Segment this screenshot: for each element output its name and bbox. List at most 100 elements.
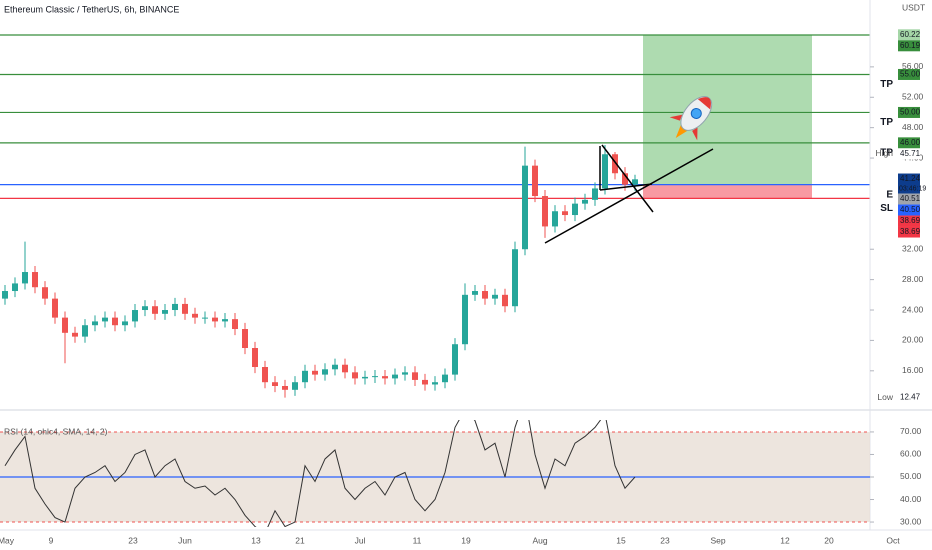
x-tick-label: 12 (780, 535, 790, 545)
rocket-icon (669, 96, 713, 141)
candle-body (622, 173, 628, 185)
price-label-box (898, 226, 920, 238)
candle-body (222, 319, 228, 322)
y-tick-label: 32.00 (902, 243, 924, 253)
x-tick-label: 15 (616, 535, 626, 545)
candle-body (332, 364, 338, 370)
candle-body (482, 291, 488, 299)
candle-body (152, 306, 158, 314)
candle-body (362, 376, 368, 379)
y-tick-label: 20.00 (902, 335, 924, 345)
y-tick-label: 16.00 (902, 365, 924, 375)
candle-body (262, 367, 268, 383)
x-tick-label: Sep (710, 535, 725, 545)
candle-body (72, 332, 78, 337)
rsi-tick-label: 50.00 (900, 471, 922, 481)
x-tick-label: May (0, 535, 15, 545)
candle-body (562, 211, 568, 216)
candle-body (602, 154, 608, 189)
x-tick-label: 23 (660, 535, 670, 545)
candle-body (52, 298, 58, 318)
price-label-prefix: Low (877, 392, 893, 402)
x-tick-label: 21 (295, 535, 305, 545)
price-label-box (898, 137, 920, 149)
x-tick-label: Oct (886, 535, 900, 545)
candle-body (492, 294, 498, 299)
price-label-box (898, 148, 920, 160)
candle-body (242, 329, 248, 349)
price-label-box (898, 392, 920, 404)
candle-body (302, 370, 308, 383)
candle-body (342, 364, 348, 373)
x-tick-label: 23 (128, 535, 138, 545)
candle-body (252, 348, 258, 368)
candle-body (2, 291, 8, 299)
x-tick-label: Jul (355, 535, 366, 545)
candle-body (352, 372, 358, 379)
level-tag: SL (880, 203, 893, 214)
candle-body (572, 203, 578, 216)
price-label-box (898, 40, 920, 52)
candle-body (372, 376, 378, 378)
price-label: 55.00 (900, 70, 921, 79)
price-label-box (898, 68, 920, 80)
candle-body (132, 310, 138, 322)
level-tag: TP (880, 147, 893, 158)
rsi-line (4, 420, 636, 527)
price-label: 40.50 (900, 205, 921, 214)
rsi-tick-label: 70.00 (900, 426, 922, 436)
candle-body (172, 303, 178, 311)
candle-body (32, 272, 38, 288)
price-label-box (898, 193, 920, 205)
x-tick-label: 11 (413, 535, 422, 545)
price-label-box (898, 204, 920, 216)
x-tick-label: 9 (49, 535, 54, 545)
candle-body (292, 382, 298, 390)
candle-body (472, 291, 478, 295)
price-label-box (898, 215, 920, 227)
candles (2, 145, 638, 398)
rsi-tick-label: 60.00 (900, 449, 922, 459)
level-tag: TP (880, 79, 893, 90)
candle-body (522, 165, 528, 250)
axes: 16.0020.0024.0028.0032.0044.0048.0052.00… (0, 29, 926, 545)
price-label: 46.00 (900, 138, 921, 147)
price-label: 50.00 (900, 108, 921, 117)
y-tick-label: 28.00 (902, 274, 924, 284)
candle-body (202, 317, 208, 319)
price-label: 40.51 (900, 194, 921, 203)
price-label: 12.47 (900, 393, 921, 402)
y-tick-label: 56.00 (902, 61, 924, 71)
levels: TP TP TP E SL (0, 34, 893, 214)
level-tag: TP (880, 117, 893, 128)
currency: USDT (902, 2, 925, 12)
candle-body (442, 374, 448, 383)
price-label: 45.71 (900, 149, 921, 158)
y-tick-label: 52.00 (902, 92, 924, 102)
candle-body (312, 370, 318, 375)
candle-body (282, 386, 288, 390)
candle-body (392, 374, 398, 379)
x-tick-label: 19 (461, 535, 471, 545)
candle-body (502, 294, 508, 307)
price-label: 41.24 (900, 174, 921, 183)
candle-body (102, 317, 108, 322)
candle-body (402, 372, 408, 375)
candle-body (42, 287, 48, 299)
candle-body (92, 321, 98, 326)
candle-body (112, 317, 118, 326)
price-label-box (898, 106, 920, 118)
candle-body (142, 306, 148, 311)
candle-body (412, 372, 418, 380)
position-tool (643, 35, 812, 199)
x-tick-label: 20 (824, 535, 834, 545)
candle-body (462, 294, 468, 345)
candle-body (182, 303, 188, 314)
candle-body (632, 179, 638, 185)
candle-body (322, 369, 328, 375)
candle-body (232, 319, 238, 330)
level-tag: E (886, 189, 893, 200)
y-tick-label: 24.00 (902, 304, 924, 314)
candle-body (612, 154, 618, 174)
